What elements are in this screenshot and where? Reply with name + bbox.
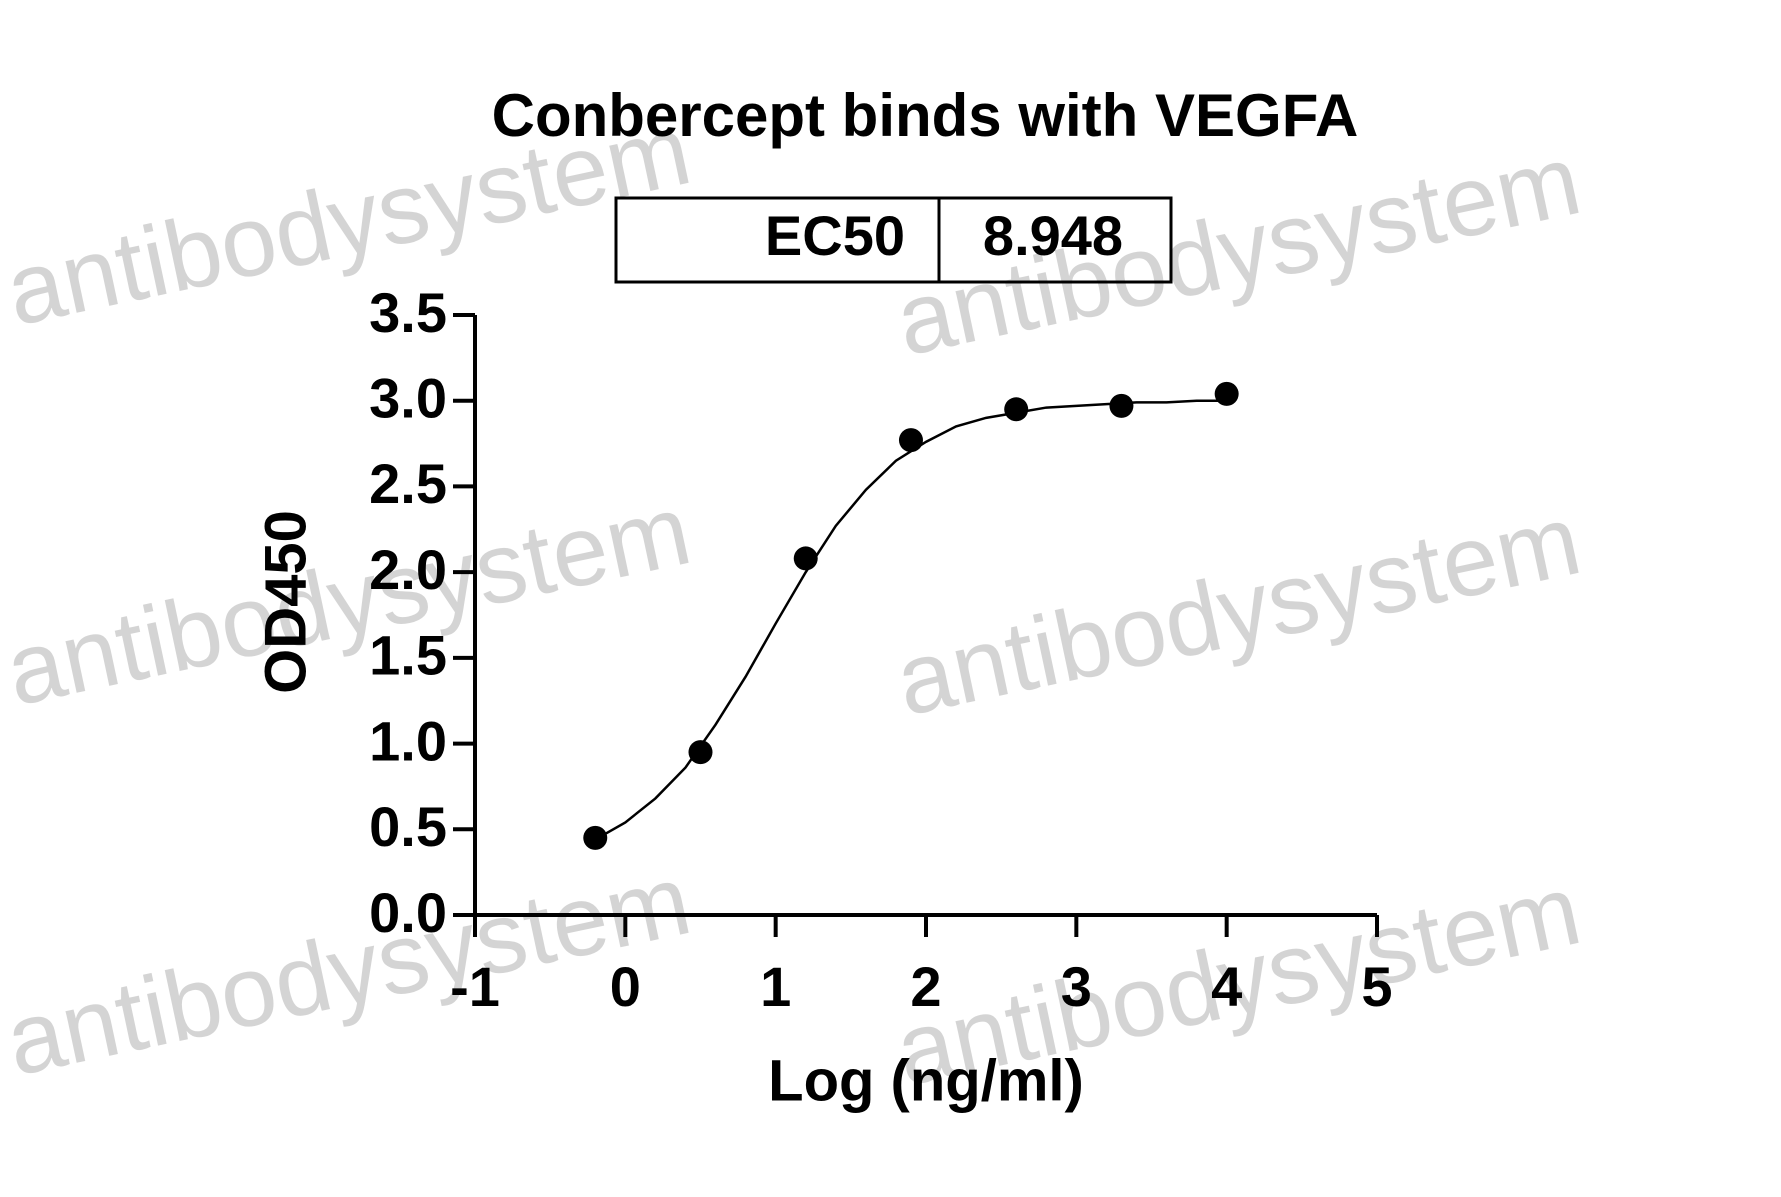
- data-point: [583, 825, 608, 850]
- ec50-value: 8.948: [983, 204, 1123, 267]
- data-point: [793, 546, 818, 571]
- x-tick-label: 2: [910, 955, 941, 1018]
- watermark: antibodysystem: [887, 123, 1590, 377]
- x-axis-label: Log (ng/ml): [768, 1048, 1084, 1113]
- watermark: antibodysystem: [0, 843, 700, 1097]
- x-tick-label: -1: [450, 955, 500, 1018]
- x-tick-label: 4: [1211, 955, 1242, 1018]
- data-point: [1004, 397, 1029, 422]
- x-tick-label: 0: [610, 955, 641, 1018]
- y-tick-label: 0.5: [369, 795, 447, 858]
- data-point: [898, 428, 923, 453]
- watermark: antibodysystem: [887, 483, 1590, 737]
- watermark: antibodysystem: [0, 473, 700, 727]
- chart-title: Conbercept binds with VEGFA: [492, 82, 1359, 149]
- y-tick-label: 2.0: [369, 538, 447, 601]
- x-tick-label: 3: [1061, 955, 1092, 1018]
- y-tick-label: 1.0: [369, 709, 447, 772]
- x-tick-label: 1: [760, 955, 791, 1018]
- data-point: [1109, 393, 1134, 418]
- ec50-label: EC50: [765, 204, 905, 267]
- plot-area: 0.0 0.5 1.0 1.5 2.0 2.5 3.0 3.5 -1 0 1 2 3 4 5: [369, 281, 1392, 1018]
- x-tick-label: 5: [1361, 955, 1392, 1018]
- y-tick-label: 0.0: [369, 881, 447, 944]
- y-tick-label: 2.5: [369, 452, 447, 515]
- y-tick-label: 1.5: [369, 624, 447, 687]
- y-tick-label: 3.5: [369, 281, 447, 344]
- ec50-box: [614, 196, 1173, 284]
- watermark: antibodysystem: [887, 853, 1590, 1107]
- y-tick-label: 3.0: [369, 367, 447, 430]
- data-point: [1214, 381, 1239, 406]
- y-axis-label: OD450: [253, 510, 318, 694]
- data-point: [688, 740, 713, 765]
- watermark: antibodysystem: [0, 93, 700, 347]
